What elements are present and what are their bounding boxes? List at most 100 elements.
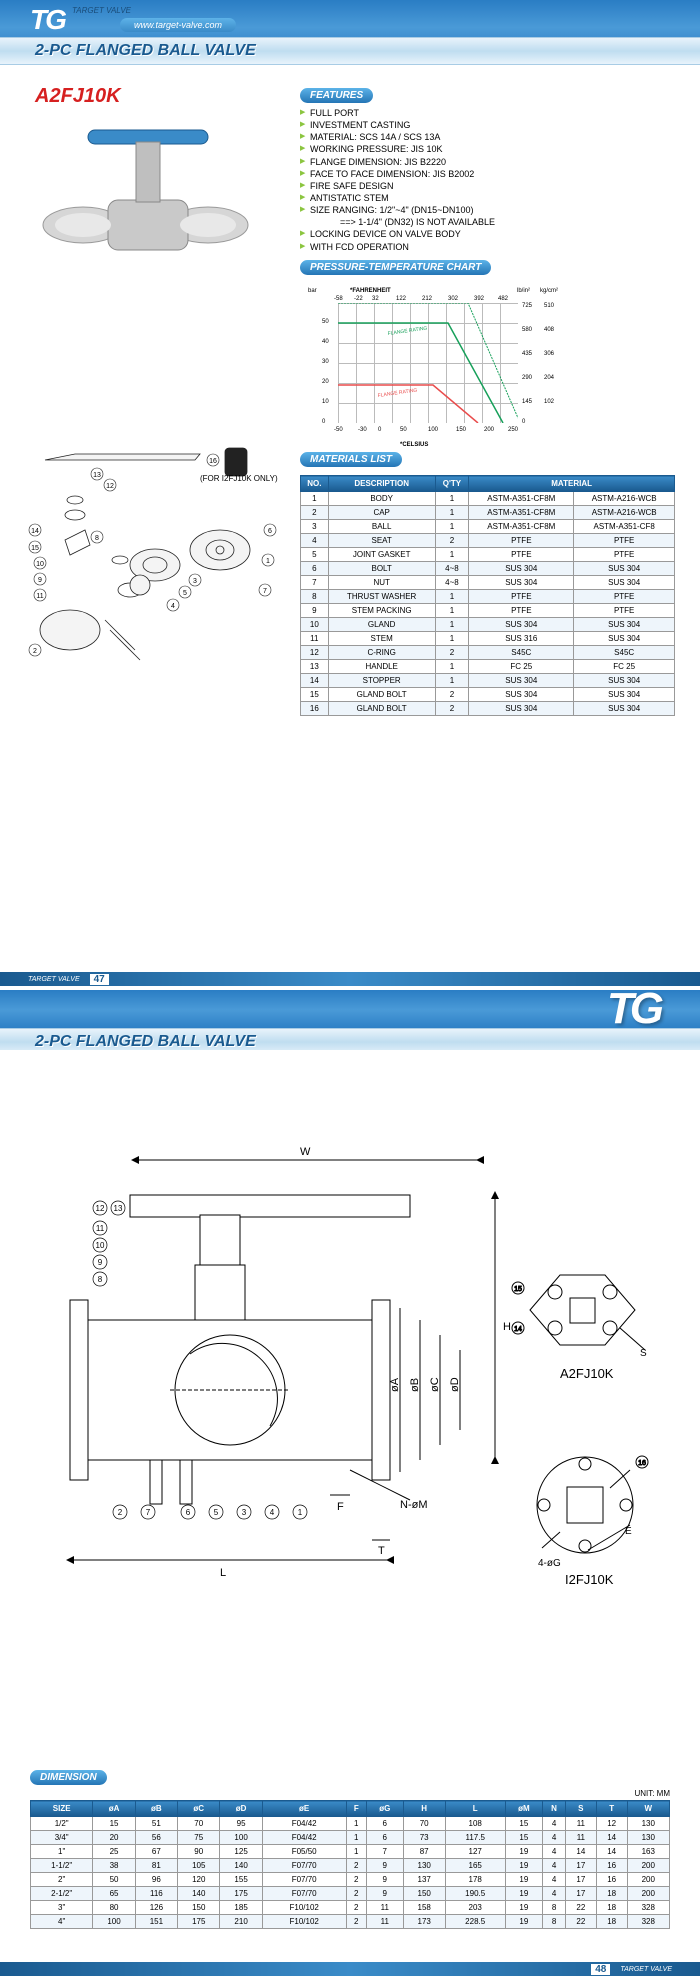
table-row: 7NUT4~8SUS 304SUS 304 (301, 576, 675, 590)
pchart-heading: PRESSURE-TEMPERATURE CHART (300, 260, 491, 275)
dimension-col: S (565, 1801, 596, 1817)
table-row: 15GLAND BOLT2SUS 304SUS 304 (301, 688, 675, 702)
dimension-col: T (596, 1801, 627, 1817)
svg-text:5: 5 (214, 1508, 219, 1517)
svg-text:S: S (640, 1348, 647, 1359)
logo-mark: TG (30, 4, 65, 35)
table-row: 12C-RING2S45CS45C (301, 646, 675, 660)
svg-text:7: 7 (146, 1508, 151, 1517)
feature-item: MATERIAL: SCS 14A / SCS 13A (300, 131, 670, 143)
table-row: 3BALL1ASTM-A351-CF8MASTM-A351-CF8 (301, 520, 675, 534)
exploded-note: (FOR I2FJ10K ONLY) (200, 474, 278, 483)
svg-text:10: 10 (36, 561, 44, 568)
materials-col: NO. (301, 476, 329, 492)
svg-text:6: 6 (186, 1508, 191, 1517)
table-row: 2CAP1ASTM-A351-CF8MASTM-A216-WCB (301, 506, 675, 520)
svg-text:FLANGE RATING: FLANGE RATING (377, 387, 417, 399)
svg-text:øB: øB (409, 1378, 421, 1392)
feature-item: FULL PORT (300, 107, 670, 119)
page-47: TG TARGET VALVE www.target-valve.com 2-P… (0, 0, 700, 990)
header: TG TARGET VALVE www.target-valve.com 2-P… (0, 0, 700, 55)
materials-table: NO.DESCRIPTIONQ'TYMATERIAL 1BODY1ASTM-A3… (300, 475, 675, 716)
table-row: 1BODY1ASTM-A351-CF8MASTM-A216-WCB (301, 492, 675, 506)
svg-text:10: 10 (96, 1241, 105, 1250)
dimension-col: øD (220, 1801, 262, 1817)
website-url: www.target-valve.com (120, 18, 236, 32)
svg-text:2: 2 (118, 1508, 123, 1517)
product-title: 2-PC FLANGED BALL VALVE (35, 42, 256, 60)
feature-item: INVESTMENT CASTING (300, 119, 670, 131)
svg-text:14: 14 (514, 1326, 522, 1333)
materials-col: MATERIAL (469, 476, 675, 492)
svg-text:8: 8 (95, 535, 99, 542)
page2-title-bar: 2-PC FLANGED BALL VALVE (0, 1028, 700, 1050)
svg-text:8: 8 (98, 1275, 103, 1284)
table-row: 10GLAND1SUS 304SUS 304 (301, 618, 675, 632)
table-row: 16GLAND BOLT2SUS 304SUS 304 (301, 702, 675, 716)
svg-text:15: 15 (31, 545, 39, 552)
svg-text:16: 16 (638, 1460, 646, 1467)
dimension-table: SIZEøAøBøCøDøEFøGHLøMNSTW 1/2"15517095F0… (30, 1800, 670, 1929)
dimension-col: H (403, 1801, 445, 1817)
dimension-col: øC (178, 1801, 220, 1817)
materials-section: MATERIALS LIST NO.DESCRIPTIONQ'TYMATERIA… (300, 452, 675, 716)
dimension-col: øM (505, 1801, 543, 1817)
feature-item-indent: ==> 1-1/4" (DN32) IS NOT AVAILABLE (300, 216, 670, 228)
pressure-chart: bar *FAHRENHEIT lb/in² kg/cm² FLANGE RAT… (300, 283, 560, 448)
svg-text:L: L (220, 1567, 226, 1579)
svg-text:13: 13 (93, 472, 101, 479)
table-row: 1/2"15517095F04/4216701081541112130 (31, 1817, 670, 1831)
svg-text:øD: øD (449, 1377, 461, 1392)
svg-text:7: 7 (263, 588, 267, 595)
svg-text:E: E (625, 1526, 632, 1537)
dimension-heading: DIMENSION (30, 1770, 107, 1785)
dimension-col: W (627, 1801, 669, 1817)
feature-item: ANTISTATIC STEM (300, 192, 670, 204)
materials-col: Q'TY (435, 476, 469, 492)
materials-heading: MATERIALS LIST (300, 452, 402, 467)
product-image (25, 110, 270, 270)
svg-text:øC: øC (429, 1377, 441, 1392)
page2-header: TG 2-PC FLANGED BALL VALVE (0, 990, 700, 1050)
svg-text:øA: øA (389, 1377, 401, 1392)
svg-text:12: 12 (106, 483, 114, 490)
materials-col: DESCRIPTION (328, 476, 435, 492)
svg-text:4-øG: 4-øG (538, 1558, 561, 1569)
table-row: 9STEM PACKING1PTFEPTFE (301, 604, 675, 618)
svg-text:12: 12 (96, 1204, 105, 1213)
feature-item: WORKING PRESSURE: JIS 10K (300, 143, 670, 155)
table-row: 1"256790125F05/5017871271941414163 (31, 1845, 670, 1859)
dimension-col: øB (135, 1801, 177, 1817)
dimension-col: øE (262, 1801, 346, 1817)
table-row: 1-1/2"3881105140F07/70291301651941716200 (31, 1859, 670, 1873)
svg-text:1: 1 (266, 558, 270, 565)
dimension-section: DIMENSION UNIT: MM SIZEøAøBøCøDøEFøGHLøM… (30, 1770, 670, 1929)
table-row: 2"5096120155F07/70291371781941716200 (31, 1873, 670, 1887)
svg-text:13: 13 (114, 1204, 123, 1213)
x-unit-f: *FAHRENHEIT (350, 288, 391, 294)
svg-text:9: 9 (98, 1258, 103, 1267)
page-footer-48: 48 TARGET VALVE (0, 1962, 700, 1976)
feature-item: SIZE RANGING: 1/2"~4" (DN15~DN100) (300, 204, 670, 216)
svg-text:I2FJ10K: I2FJ10K (565, 1572, 614, 1587)
footer-brand-2: TARGET VALVE (620, 1966, 672, 1973)
feature-item: FLANGE DIMENSION: JIS B2220 (300, 156, 670, 168)
svg-text:4: 4 (270, 1508, 275, 1517)
dimension-col: N (543, 1801, 566, 1817)
technical-drawing: 15 14 16 (40, 1140, 660, 1620)
svg-text:A2FJ10K: A2FJ10K (560, 1366, 614, 1381)
svg-text:4: 4 (171, 603, 175, 610)
table-row: 11STEM1SUS 316SUS 304 (301, 632, 675, 646)
svg-text:11: 11 (36, 593, 43, 600)
svg-text:H: H (503, 1321, 511, 1333)
table-row: 3"80126150185F10/1022111582031982218328 (31, 1901, 670, 1915)
feature-item: WITH FCD OPERATION (300, 241, 670, 253)
table-row: 5JOINT GASKET1PTFEPTFE (301, 548, 675, 562)
svg-text:14: 14 (31, 528, 39, 535)
svg-text:3: 3 (242, 1508, 247, 1517)
features-section: FEATURES FULL PORTINVESTMENT CASTINGMATE… (300, 88, 670, 253)
svg-text:5: 5 (183, 590, 187, 597)
page-number-48: 48 (591, 1964, 610, 1975)
x-unit-c: *CELSIUS (400, 442, 428, 448)
page-footer-47: TARGET VALVE 47 (0, 972, 700, 986)
